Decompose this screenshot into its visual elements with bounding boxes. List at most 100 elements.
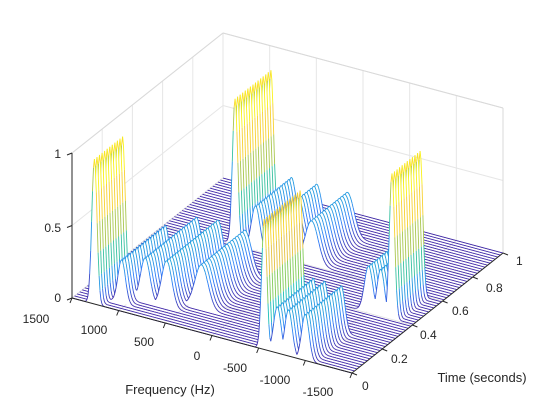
time-slice-line (229, 248, 232, 253)
time-slice-line (396, 235, 399, 266)
time-slice-line (219, 312, 222, 314)
time-slice-line (345, 192, 347, 194)
time-slice-line (274, 196, 277, 202)
time-slice-line (233, 287, 236, 290)
time-slice-line (243, 255, 246, 260)
time-slice-line (256, 178, 259, 202)
time-slice-line (353, 249, 355, 252)
time-slice-line (265, 209, 268, 215)
time-slice-line (226, 308, 230, 311)
time-slice-line (355, 218, 358, 223)
time-slice-line (235, 296, 238, 298)
time-slice-line (174, 216, 238, 234)
time-slice-line (336, 256, 339, 259)
time-slice-line (252, 256, 255, 261)
time-slice-line (196, 241, 199, 246)
time-slice-line (169, 237, 172, 239)
time-slice-line (237, 300, 240, 303)
time-slice-line (231, 269, 234, 274)
time-slice-line (270, 136, 273, 167)
time-slice-line (214, 221, 216, 223)
time-slice-line (413, 190, 416, 222)
time-slice-line (354, 242, 356, 245)
time-slice-line (231, 281, 234, 286)
time-slice-line (210, 224, 213, 227)
time-slice-line (259, 113, 262, 145)
time-slice-line (327, 253, 330, 256)
time-slice-line (327, 206, 329, 209)
time-slice-line (424, 297, 427, 300)
time-slice-line (217, 219, 221, 224)
time-slice-line (365, 242, 368, 245)
time-slice-line (273, 134, 276, 165)
time-slice-line (304, 224, 307, 229)
time-slice-line (202, 231, 205, 236)
time-slice-line (366, 266, 369, 270)
time-slice-line (272, 103, 275, 135)
time-slice-line (250, 152, 253, 183)
time-slice-line (318, 190, 321, 196)
time-slice-line (385, 279, 388, 287)
time-slice-line (375, 286, 378, 293)
time-slice-line (287, 198, 289, 205)
time-slice-line (339, 259, 341, 261)
time-slice-line (322, 257, 325, 260)
time-slice-line (180, 239, 183, 245)
time-slice-line (270, 70, 274, 104)
time-slice-line (336, 261, 339, 263)
time-slice-line (250, 218, 253, 225)
time-slice-line (335, 255, 338, 258)
time-slice-line (255, 82, 258, 116)
time-slice-line (249, 282, 251, 285)
time-slice-line (321, 212, 325, 216)
time-slice-line (343, 232, 346, 237)
time-slice-line (360, 243, 363, 245)
time-slice-line (248, 272, 250, 276)
time-slice-line (336, 206, 339, 211)
time-slice-line (248, 184, 251, 208)
time-slice-line (311, 186, 314, 189)
time-slice-line (408, 280, 411, 296)
time-slice-line (241, 292, 243, 294)
time-slice-line (414, 221, 417, 251)
time-slice-line (262, 199, 266, 205)
time-slice-line (355, 243, 357, 246)
time-slice-line (253, 206, 256, 210)
time-slice-line (416, 273, 419, 290)
time-slice-line (237, 268, 240, 273)
time-slice-line (272, 198, 275, 204)
time-slice-line (399, 167, 402, 201)
time-slice-line (411, 157, 415, 191)
time-slice-line (249, 267, 252, 271)
time-slice-line (340, 231, 342, 235)
time-slice-line (244, 236, 247, 240)
time-slice-line (333, 217, 336, 222)
time-slice-line (330, 268, 333, 270)
time-slice-line (172, 235, 174, 237)
time-slice-line (263, 211, 265, 217)
time-slice-line (422, 304, 434, 309)
time-slice-line (249, 254, 252, 260)
time-slice-line (333, 347, 335, 350)
time-slice-line (306, 190, 309, 193)
time-slice-line (290, 183, 293, 189)
time-slice-line (228, 257, 231, 262)
time-slice-line (251, 280, 254, 282)
time-slice-line (238, 283, 241, 286)
time-slice-line (353, 211, 356, 216)
time-slice-line (221, 231, 223, 237)
time-slice-line (246, 232, 249, 235)
time-slice-line (316, 216, 319, 220)
time-slice-line (246, 284, 249, 287)
time-slice-line (250, 278, 253, 281)
time-slice-line (325, 257, 328, 261)
time-slice-line (354, 227, 357, 231)
time-slice-line (423, 301, 425, 303)
time-slice-line (343, 205, 345, 210)
time-slice-line (235, 291, 238, 293)
time-slice-line (345, 227, 347, 231)
time-slice-line (256, 280, 258, 282)
time-slice-line (245, 262, 248, 267)
time-slice-line (313, 185, 317, 190)
time-slice-line (325, 263, 327, 266)
